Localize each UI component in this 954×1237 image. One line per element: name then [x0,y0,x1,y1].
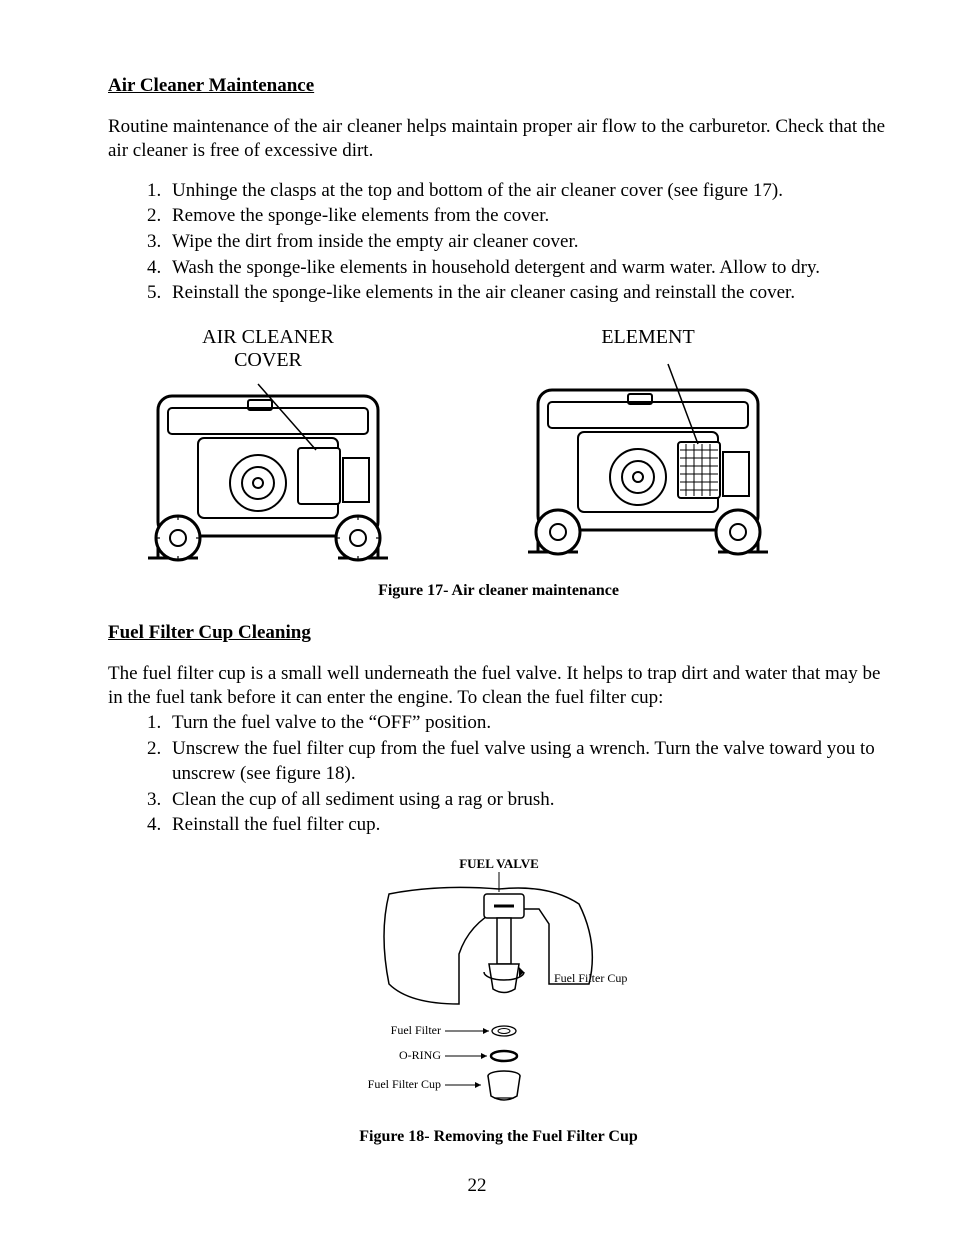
section2-steps-list: Turn the fuel valve to the “OFF” positio… [108,711,889,837]
generator-left-icon [138,378,398,568]
section2-intro: The fuel filter cup is a small well unde… [108,662,889,710]
list-item: Turn the fuel valve to the “OFF” positio… [166,711,889,736]
figure17-caption: Figure 17- Air cleaner maintenance [108,582,889,600]
section1-intro: Routine maintenance of the air cleaner h… [108,115,889,163]
figure17-row: AIR CLEANER COVER [108,326,889,568]
figure17-right-block: ELEMENT [518,326,778,568]
figure18-container: FUEL VALVE Fuel Filter Cup Fuel Filter [108,854,889,1114]
document-page: Air Cleaner Maintenance Routine maintena… [0,0,954,1237]
label-text: AIR CLEANER [202,326,334,348]
generator-right-icon [518,357,778,562]
list-item: Remove the sponge-like elements from the… [166,204,889,229]
fuel-filter-cup-bottom-label: Fuel Filter Cup [367,1077,440,1091]
list-item: Unhinge the clasps at the top and bottom… [166,179,889,204]
figure17-left-label: AIR CLEANER COVER [202,326,334,372]
fuel-filter-diagram-icon: FUEL VALVE Fuel Filter Cup Fuel Filter [349,854,649,1114]
fuel-valve-label: FUEL VALVE [459,856,539,871]
o-ring-label: O-RING [399,1048,441,1062]
label-text: COVER [234,349,302,371]
list-item: Unscrew the fuel filter cup from the fue… [166,737,889,786]
figure18-caption: Figure 18- Removing the Fuel Filter Cup [108,1128,889,1146]
section1-heading: Air Cleaner Maintenance [108,75,889,97]
figure17-right-label: ELEMENT [601,326,694,349]
section2-heading: Fuel Filter Cup Cleaning [108,622,889,644]
list-item: Clean the cup of all sediment using a ra… [166,788,889,813]
section1-steps-list: Unhinge the clasps at the top and bottom… [108,179,889,306]
fuel-filter-label: Fuel Filter [390,1023,440,1037]
list-item: Reinstall the fuel filter cup. [166,813,889,838]
fuel-filter-cup-side-label: Fuel Filter Cup [554,971,627,985]
list-item: Wipe the dirt from inside the empty air … [166,230,889,255]
list-item: Wash the sponge-like elements in househo… [166,256,889,281]
figure17-left-block: AIR CLEANER COVER [138,326,398,568]
list-item: Reinstall the sponge-like elements in th… [166,281,889,306]
page-number: 22 [0,1175,954,1197]
